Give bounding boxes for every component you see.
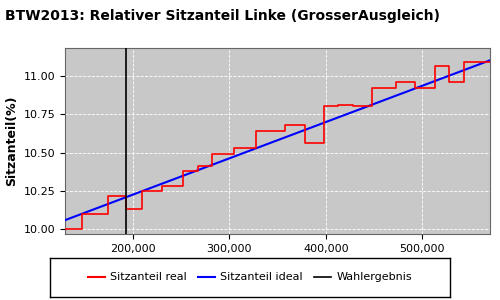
X-axis label: Zweitstimmen Linke in Hessen: Zweitstimmen Linke in Hessen [170, 259, 384, 272]
Y-axis label: Sitzanteil(%): Sitzanteil(%) [5, 96, 18, 186]
Text: BTW2013: Relativer Sitzanteil Linke (GrosserAusgleich): BTW2013: Relativer Sitzanteil Linke (Gro… [5, 9, 440, 23]
Legend: Sitzanteil real, Sitzanteil ideal, Wahlergebnis: Sitzanteil real, Sitzanteil ideal, Wahle… [84, 268, 416, 287]
